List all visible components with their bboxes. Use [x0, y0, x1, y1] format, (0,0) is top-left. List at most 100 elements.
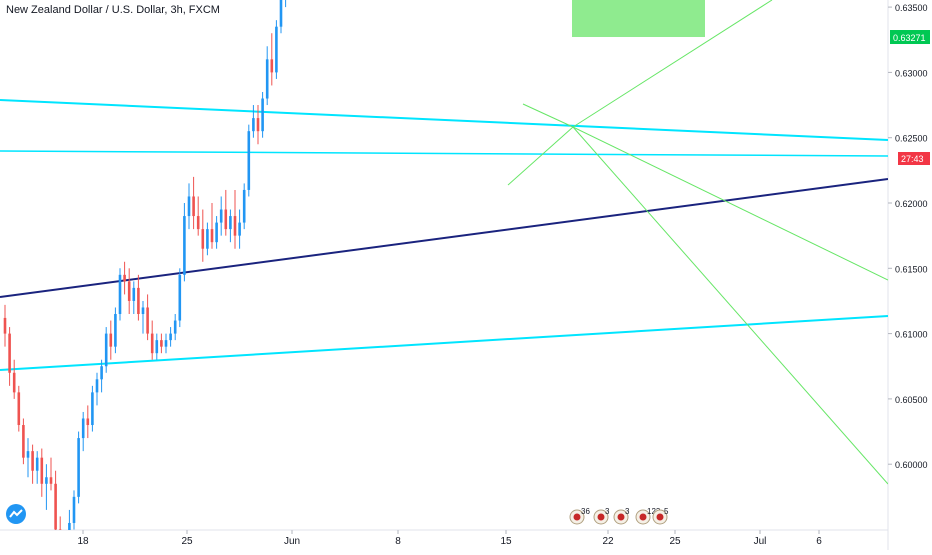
fan-line-mid: [572, 126, 888, 281]
candle: [173, 320, 177, 334]
target-price-label-bg: [890, 30, 930, 45]
candle: [3, 317, 7, 334]
candle: [58, 529, 62, 530]
candle: [219, 209, 223, 223]
candle: [100, 366, 103, 380]
candle: [164, 340, 168, 347]
candle: [123, 274, 126, 282]
countdown-label: 27:43: [901, 154, 924, 164]
y-tick-label: 0.62000: [895, 199, 928, 209]
event-badge-count: 123: [647, 507, 661, 516]
candle: [178, 274, 182, 321]
event-flag-icon: [617, 513, 625, 521]
candle: [265, 59, 269, 99]
candle: [150, 333, 154, 354]
candle: [137, 287, 140, 315]
y-tick-label: 0.63500: [895, 3, 928, 13]
candle: [247, 131, 251, 190]
x-tick-label: Jun: [284, 536, 300, 547]
candle: [187, 196, 191, 217]
candle: [12, 372, 16, 393]
candle: [72, 496, 76, 523]
candle: [64, 543, 67, 550]
candle: [17, 392, 21, 426]
candle: [26, 451, 30, 458]
candle: [40, 457, 44, 484]
event-badge-count: 5: [664, 507, 669, 516]
x-tick-label: 18: [77, 536, 89, 547]
candle: [256, 118, 260, 132]
candle: [49, 477, 53, 484]
candle: [233, 216, 237, 236]
event-flag-icon: [639, 513, 647, 521]
candle: [114, 314, 117, 347]
candle: [206, 229, 209, 249]
x-tick-label: 15: [500, 536, 512, 547]
x-tick-label: 22: [602, 536, 614, 547]
event-badge-count: 36: [581, 507, 590, 516]
candle: [127, 281, 131, 301]
countdown-bg: [898, 152, 930, 165]
candle: [95, 379, 99, 393]
candle: [8, 333, 11, 373]
candle: [275, 26, 278, 73]
event-flag-icon: [656, 513, 664, 521]
candle: [215, 222, 218, 243]
triangle-upper-line: [522, 103, 574, 128]
candle: [169, 333, 172, 341]
candle: [146, 307, 149, 334]
candle: [183, 216, 186, 275]
x-tick-label: 25: [181, 536, 193, 547]
candle: [22, 425, 25, 458]
upper-channel-line: [0, 99, 888, 141]
candle: [224, 209, 228, 230]
candle: [91, 392, 94, 426]
candle: [192, 196, 195, 217]
candle: [261, 98, 264, 132]
candle: [118, 274, 122, 315]
fan-line-down: [572, 126, 888, 485]
x-tick-label: 8: [395, 536, 401, 547]
candle: [270, 59, 274, 73]
candle: [141, 307, 145, 315]
target-price-label: 0.63271: [893, 33, 926, 43]
candle: [238, 222, 241, 236]
candle: [35, 457, 39, 471]
candle: [155, 340, 159, 354]
tradingview-logo-icon[interactable]: [6, 504, 26, 524]
candle: [160, 340, 163, 347]
plot-layer: [0, 0, 888, 550]
event-badge-count: 3: [605, 507, 610, 516]
mid-channel-line: [0, 150, 888, 157]
candle: [31, 451, 34, 471]
x-tick-label: Jul: [754, 536, 767, 547]
candle: [196, 216, 200, 230]
take-profit-zone: [572, 0, 705, 38]
y-tick-label: 0.61000: [895, 330, 928, 340]
candle: [210, 229, 214, 243]
y-tick-label: 0.63000: [895, 68, 928, 78]
y-tick-label: 0.62500: [895, 134, 928, 144]
candle: [45, 477, 48, 484]
candle: [229, 216, 232, 230]
event-flag-icon: [597, 513, 605, 521]
candle: [81, 418, 85, 439]
candle: [242, 189, 246, 223]
candle: [54, 483, 57, 530]
y-tick-label: 0.61500: [895, 264, 928, 274]
candle: [109, 333, 113, 347]
candle: [279, 0, 283, 27]
y-tick-label: 0.60500: [895, 395, 928, 405]
y-tick-label: 0.60000: [895, 460, 928, 470]
event-flag-icon: [573, 513, 581, 521]
candle: [77, 438, 80, 497]
event-badge-count: 3: [625, 507, 630, 516]
candle: [132, 287, 136, 301]
candle: [201, 229, 205, 249]
x-tick-label: 25: [669, 536, 681, 547]
support-trend-line: [0, 178, 888, 298]
triangle-lower-line: [507, 126, 574, 186]
candle: [104, 333, 108, 367]
